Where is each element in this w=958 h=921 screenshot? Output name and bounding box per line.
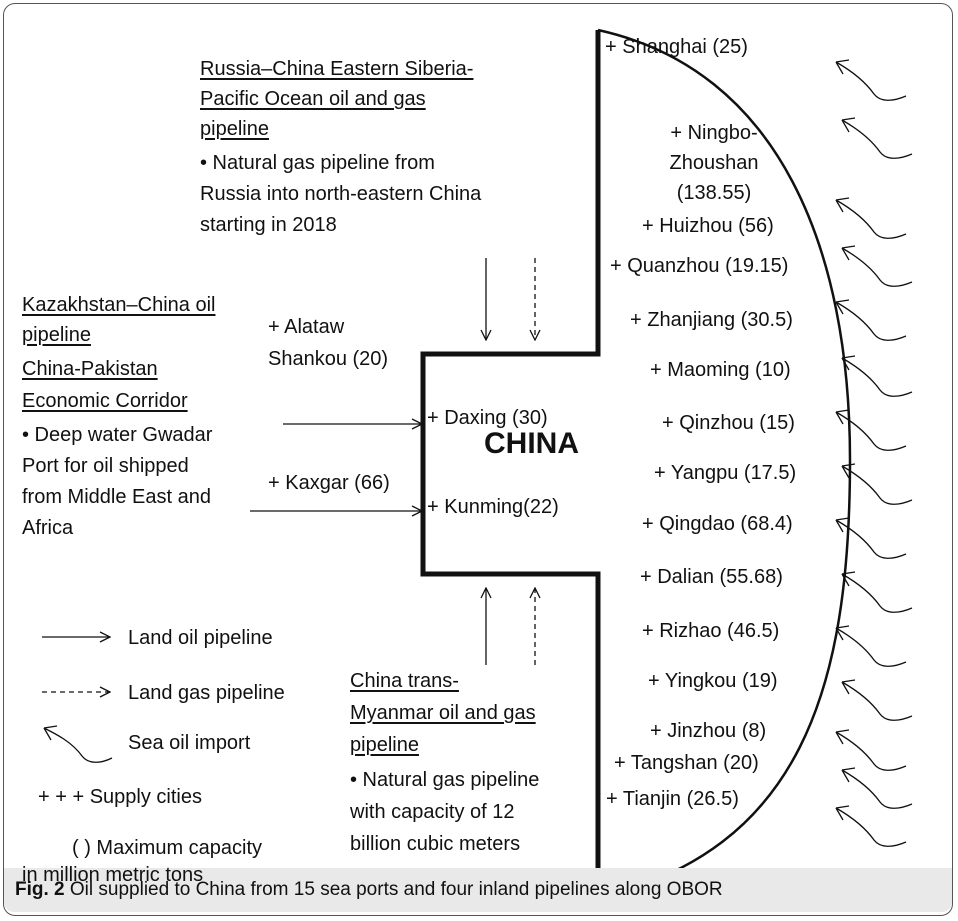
sea-import-arrowhead <box>842 768 855 782</box>
sea-import-arrowhead <box>842 464 855 478</box>
sea-import-arrowhead <box>842 246 855 260</box>
city-kunming: + Kunming(22) <box>427 494 559 521</box>
myanmar-pipeline-title-2: Myanmar oil and gas <box>350 700 536 727</box>
sea-import-arrow <box>842 770 912 808</box>
legend-sea-oil-label: Sea oil import <box>128 730 250 756</box>
sea-import-arrowhead <box>836 806 849 820</box>
port-yangpu: + Yangpu (17.5) <box>654 460 796 486</box>
sea-import-arrow <box>842 358 912 396</box>
legend-supply-cities: + + + Supply cities <box>38 784 202 810</box>
sea-import-arrowhead <box>842 118 855 132</box>
sea-import-arrow <box>842 248 912 286</box>
sea-import-arrowhead <box>842 680 855 694</box>
sea-import-arrow <box>836 628 906 666</box>
sea-import-arrowhead <box>836 626 849 640</box>
russia-pipeline-note: • Natural gas pipeline from Russia into … <box>200 148 481 241</box>
sea-import-arrow <box>836 302 906 340</box>
myanmar-pipeline-title-1: China trans- <box>350 668 459 695</box>
kazakhstan-pipeline-title-1: Kazakhstan–China oil <box>22 292 215 319</box>
sea-import-arrow <box>836 200 906 238</box>
port-jinzhou: + Jinzhou (8) <box>650 718 766 744</box>
port-zhanjiang: + Zhanjiang (30.5) <box>630 307 793 333</box>
sea-import-arrow <box>836 412 906 450</box>
sea-import-arrow <box>842 682 912 720</box>
city-alataw: + Alataw Shankou (20) <box>268 311 388 375</box>
legend-land-gas-label: Land gas pipeline <box>128 680 285 706</box>
port-quanzhou: + Quanzhou (19.15) <box>610 253 788 279</box>
sea-import-arrow <box>842 120 912 158</box>
port-ningbo-zhoushan: + Ningbo- Zhoushan (138.55) <box>640 118 788 208</box>
port-qinzhou: + Qinzhou (15) <box>662 410 795 436</box>
legend-sea-oil-glyph <box>44 726 112 762</box>
port-dalian: + Dalian (55.68) <box>640 564 783 590</box>
myanmar-pipeline-title-3: pipeline <box>350 732 419 759</box>
pakistan-corridor-title-1: China-Pakistan <box>22 356 158 383</box>
sea-import-arrowhead <box>836 410 849 424</box>
myanmar-pipeline-note: • Natural gas pipeline with capacity of … <box>350 764 539 860</box>
sea-import-arrow <box>842 466 912 504</box>
sea-import-arrowhead <box>836 730 849 744</box>
sea-import-arrow <box>836 808 906 846</box>
china-label: CHINA <box>484 427 579 461</box>
sea-import-arrowhead <box>836 60 849 74</box>
city-kaxgar: + Kaxgar (66) <box>268 470 390 497</box>
port-rizhao: + Rizhao (46.5) <box>642 618 779 644</box>
port-huizhou: + Huizhou (56) <box>642 213 774 239</box>
russia-pipeline-title-2: Pacific Ocean oil and gas <box>200 86 426 113</box>
sea-import-arrow <box>842 574 912 612</box>
sea-import-arrow <box>836 732 906 770</box>
legend-capacity-line1: ( ) Maximum capacity <box>72 835 262 861</box>
pakistan-corridor-note: • Deep water Gwadar Port for oil shipped… <box>22 420 212 544</box>
kazakhstan-pipeline-title-2: pipeline <box>22 322 91 349</box>
legend-land-oil-label: Land oil pipeline <box>128 625 273 651</box>
legend-capacity-line2: in million metric tons <box>22 862 203 888</box>
sea-import-arrowhead <box>836 198 849 212</box>
port-yingkou: + Yingkou (19) <box>648 668 778 694</box>
pakistan-corridor-title-2: Economic Corridor <box>22 388 188 415</box>
russia-pipeline-title-1: Russia–China Eastern Siberia- <box>200 56 473 83</box>
sea-import-arrow <box>836 62 906 100</box>
port-maoming: + Maoming (10) <box>650 357 791 383</box>
russia-pipeline-title-3: pipeline <box>200 116 269 143</box>
port-qingdao: + Qingdao (68.4) <box>642 511 793 537</box>
port-tianjin: + Tianjin (26.5) <box>606 786 739 812</box>
port-shanghai: + Shanghai (25) <box>605 34 748 60</box>
port-tangshan: + Tangshan (20) <box>614 750 759 776</box>
